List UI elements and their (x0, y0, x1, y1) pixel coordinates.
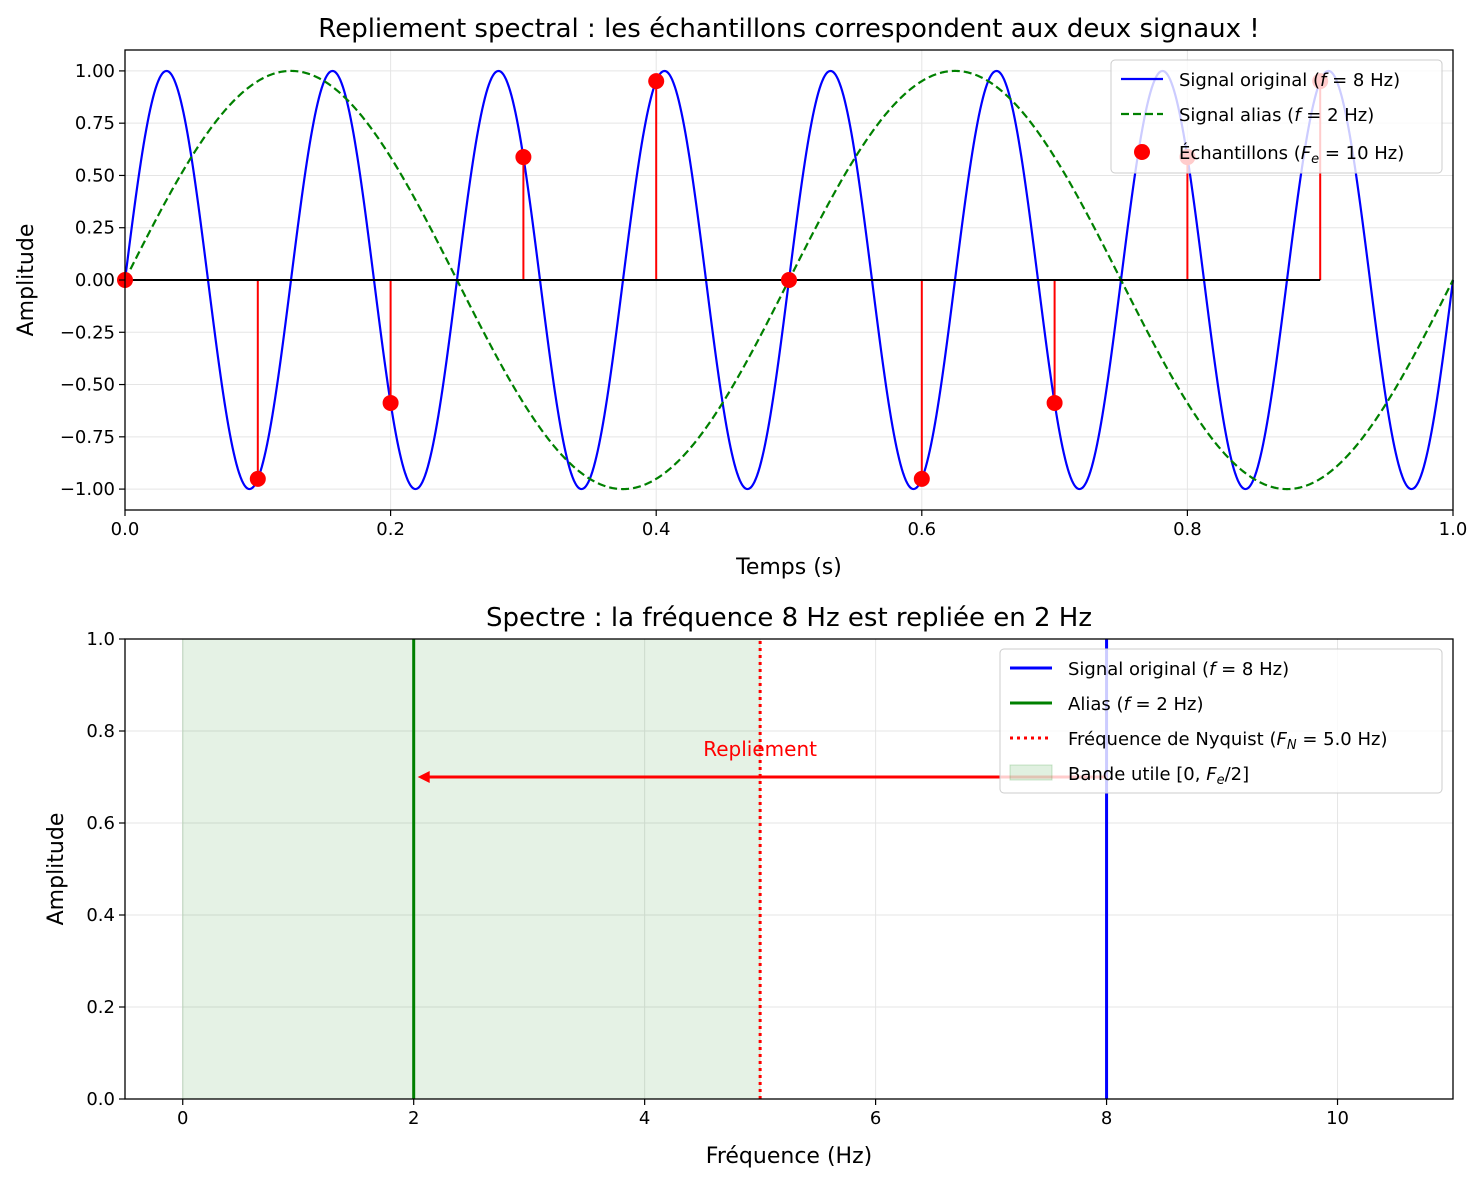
x-tick-label: 8 (1101, 1108, 1112, 1129)
y-tick-label: 0.25 (75, 218, 115, 239)
x-tick-label: 4 (639, 1108, 650, 1129)
bottom-plot-frame (124, 638, 1454, 1100)
y-tick-label: 0.50 (75, 165, 115, 186)
top-chart-title: Repliement spectral : les échantillons c… (318, 14, 1259, 44)
bottom-y-axis-label: Amplitude (44, 813, 69, 926)
x-tick-label: 0.0 (111, 519, 140, 540)
folding-arrow-head (417, 771, 430, 783)
sample-point (382, 394, 399, 411)
top-y-axis-label: Amplitude (14, 224, 39, 337)
x-tick-label: 0.2 (376, 519, 405, 540)
y-tick-label: 0.75 (75, 113, 115, 134)
y-tick-label: 1.0 (86, 629, 115, 650)
top-ticks: 0.0 0.2 0.4 0.6 0.8 1.0 −1.00 −0.75 −0.50 −0.25 0.… (60, 61, 1467, 540)
legend-box (999, 648, 1443, 794)
legend-label: Bande utile [0, Fe/2] (1068, 764, 1249, 788)
legend-label: Alias (f = 2 Hz) (1068, 694, 1204, 715)
sample-point (1046, 394, 1063, 411)
y-tick-label: 0.4 (86, 905, 115, 926)
bottom-legend: Signal original (f = 8 Hz) Alias (f = 2 H… (999, 648, 1443, 794)
x-tick-label: 0.4 (642, 519, 671, 540)
bottom-ticks: 0 2 4 6 8 10 0.0 0.2 0.4 0.6 0.8 1.0 (86, 629, 1349, 1129)
legend-box (1110, 59, 1443, 174)
y-tick-label: −0.50 (60, 375, 115, 396)
legend-samples-swatch (1134, 144, 1150, 160)
y-tick-label: 0.00 (75, 270, 115, 291)
legend-label: Échantillons (Fe = 10 Hz) (1179, 142, 1404, 167)
y-tick-label: −0.25 (60, 322, 115, 343)
folding-annotation: Repliement (703, 737, 817, 761)
x-tick-label: 0.6 (907, 519, 936, 540)
x-tick-label: 1.0 (1439, 519, 1468, 540)
y-tick-label: 0.6 (86, 813, 115, 834)
x-tick-label: 0 (177, 1108, 188, 1129)
frequency-domain-panel: Spectre : la fréquence 8 Hz est repliée … (44, 603, 1454, 1169)
legend-label: Fréquence de Nyquist (FN = 5.0 Hz) (1068, 729, 1387, 753)
sample-point (249, 470, 266, 487)
legend-label: Signal alias (f = 2 Hz) (1179, 105, 1374, 126)
bottom-data-layer: Repliement (182, 638, 1109, 1100)
top-x-axis-label: Temps (s) (735, 555, 842, 580)
sample-point (781, 272, 797, 288)
y-tick-label: −0.75 (60, 427, 115, 448)
useful-band (182, 638, 761, 1100)
top-data-layer (117, 69, 1455, 491)
top-legend: Signal original (f = 8 Hz) Signal alias (… (1110, 59, 1443, 174)
sample-point (515, 149, 532, 166)
x-tick-label: 2 (408, 1108, 419, 1129)
legend-label: Signal original (f = 8 Hz) (1179, 70, 1400, 91)
y-tick-label: −1.00 (60, 479, 115, 500)
time-domain-panel: Repliement spectral : les échantillons c… (14, 14, 1467, 580)
legend-label: Signal original (f = 8 Hz) (1068, 659, 1289, 680)
y-tick-label: 0.0 (86, 1089, 115, 1110)
x-tick-label: 0.8 (1173, 519, 1202, 540)
y-tick-label: 0.8 (86, 721, 115, 742)
legend-band-swatch (1009, 764, 1053, 781)
bottom-x-axis-label: Fréquence (Hz) (706, 1144, 872, 1169)
sample-point (913, 470, 930, 487)
x-tick-label: 6 (870, 1108, 881, 1129)
bottom-chart-title: Spectre : la fréquence 8 Hz est repliée … (486, 603, 1092, 633)
x-tick-label: 10 (1326, 1108, 1349, 1129)
y-tick-label: 0.2 (86, 997, 115, 1018)
y-tick-label: 1.00 (75, 61, 115, 82)
sample-point (648, 73, 665, 90)
